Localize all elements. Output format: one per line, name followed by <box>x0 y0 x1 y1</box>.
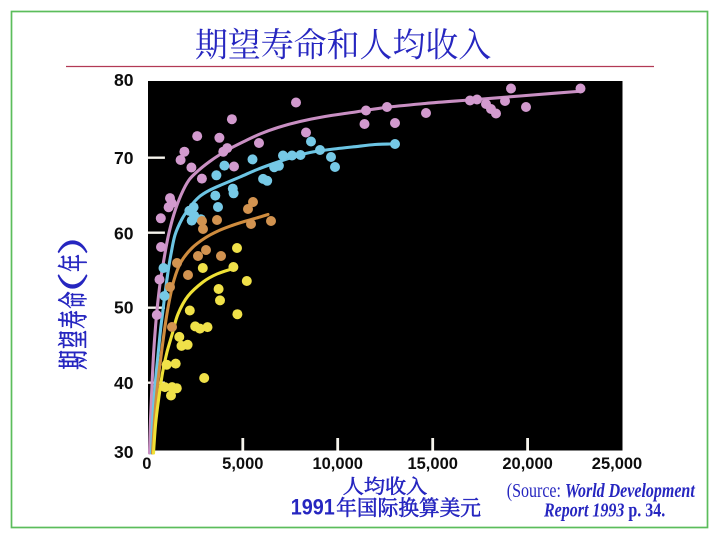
svg-text:70: 70 <box>114 148 134 168</box>
svg-text:25,000: 25,000 <box>592 455 642 473</box>
svg-text:30: 30 <box>114 442 134 462</box>
svg-text:80: 80 <box>114 70 134 90</box>
svg-text:5,000: 5,000 <box>222 455 263 473</box>
svg-text:(Source: World Development: (Source: World Development <box>507 480 696 503</box>
svg-text:40: 40 <box>114 373 134 393</box>
svg-text:Report 1993 p. 34.: Report 1993 p. 34. <box>543 499 665 521</box>
svg-text:20,000: 20,000 <box>502 455 552 473</box>
svg-text:10,000: 10,000 <box>312 455 362 473</box>
svg-text:50: 50 <box>114 298 134 318</box>
svg-text:15,000: 15,000 <box>407 455 457 473</box>
svg-text:60: 60 <box>114 224 134 244</box>
svg-text:1991: 1991 <box>291 496 335 520</box>
svg-text:0: 0 <box>142 455 151 473</box>
